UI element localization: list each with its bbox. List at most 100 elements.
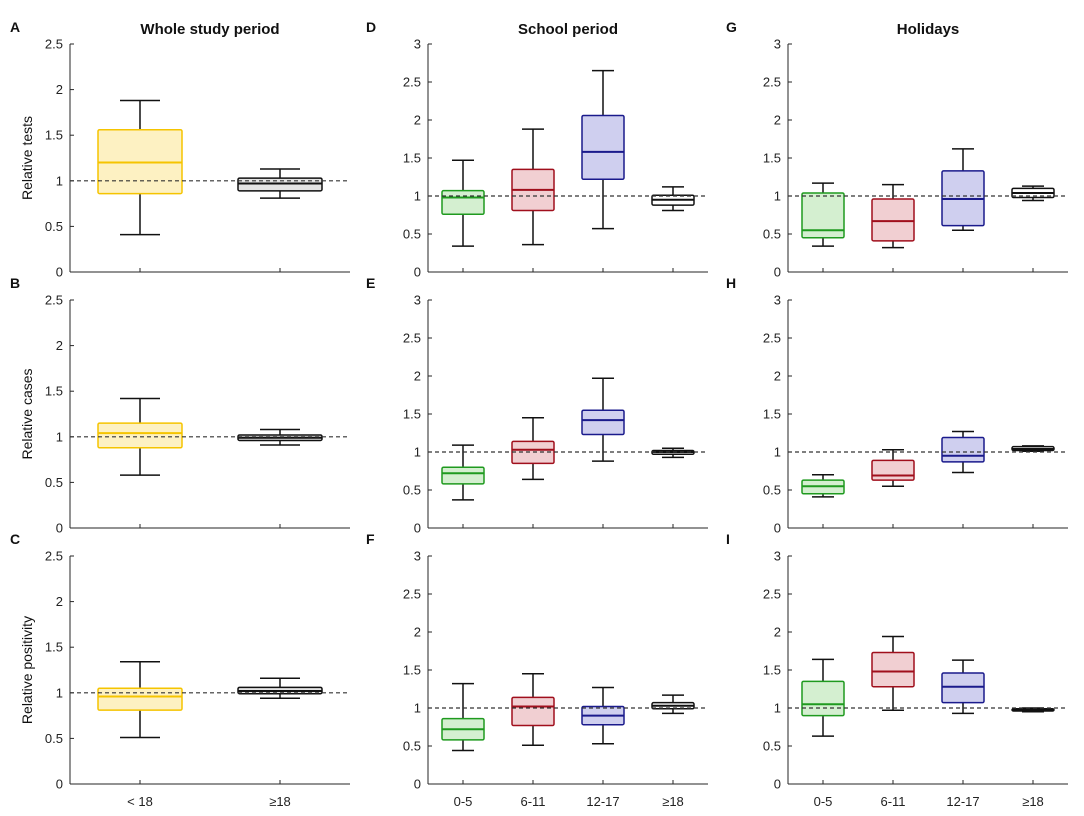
box-6-11	[511, 128, 555, 246]
y-tick-label: 3	[774, 549, 781, 564]
y-tick-label: 1.5	[45, 384, 63, 399]
y-tick-label: 0	[414, 265, 421, 280]
y-tick-label: 2	[414, 369, 421, 384]
y-tick-label: 0.5	[45, 219, 63, 234]
box-18	[1011, 185, 1055, 202]
column-title: School period	[518, 21, 618, 38]
y-tick-label: 2.5	[403, 75, 421, 90]
x-tick-label: 6-11	[520, 794, 545, 809]
panel-g: G Holidays 0 0.5 1 1.5 2 2.5 3	[726, 19, 1068, 280]
y-axis-label: Relative positivity	[19, 616, 35, 724]
box-6-11	[871, 448, 915, 487]
y-tick-label: 2.5	[45, 549, 63, 564]
box-iqr	[871, 198, 915, 242]
y-tick-label: 0.5	[763, 739, 781, 754]
y-tick-label: 2	[414, 625, 421, 640]
box-12-17	[581, 69, 625, 230]
panel-h: H 0 0.5 1 1.5 2 2.5 3	[726, 275, 1068, 536]
box-iqr	[97, 687, 183, 711]
panel-b: B Relative cases 0 0.5 1 1.5 2 2.5	[10, 275, 350, 536]
y-tick-label: 0	[774, 777, 781, 792]
box-0-5	[441, 444, 485, 501]
y-tick-label: 0.5	[763, 483, 781, 498]
y-tick-label: 1	[414, 701, 421, 716]
box-18	[1011, 445, 1055, 452]
panel-f: F 0 0.5 1 1.5 2 2.5 3 0-5 6-11 12-17 ≥18	[366, 531, 708, 809]
box-iqr	[941, 672, 985, 704]
box-6-11	[511, 673, 555, 746]
y-tick-label: 2	[56, 594, 63, 609]
y-tick-label: 2.5	[763, 75, 781, 90]
y-tick-label: 3	[774, 37, 781, 52]
panel-letter: H	[726, 275, 736, 291]
x-tick-label: 0-5	[814, 794, 833, 809]
y-tick-label: 1	[774, 189, 781, 204]
panel-a: A Whole study period Relative tests 0 0.5 1 1.…	[10, 19, 350, 280]
y-tick-label: 3	[414, 37, 421, 52]
y-tick-label: 1.5	[45, 128, 63, 143]
y-tick-label: 3	[774, 293, 781, 308]
y-tick-label: 1.5	[45, 640, 63, 655]
x-tick-label: 0-5	[454, 794, 473, 809]
box-18	[97, 397, 183, 476]
y-tick-label: 1	[414, 445, 421, 460]
y-tick-label: 0	[774, 521, 781, 536]
x-tick-label: 12-17	[946, 794, 979, 809]
panel-d: D School period 0 0.5 1 1.5 2 2.5 3	[366, 19, 708, 280]
y-tick-label: 0	[414, 777, 421, 792]
x-tick-label: ≥18	[1022, 794, 1044, 809]
y-tick-label: 0	[56, 265, 63, 280]
box-12-17	[941, 430, 985, 474]
x-tick-label: < 18	[127, 794, 153, 809]
y-tick-label: 2.5	[763, 587, 781, 602]
y-tick-label: 1	[56, 685, 63, 700]
box-iqr	[581, 114, 625, 181]
box-0-5	[441, 682, 485, 752]
y-tick-label: 0.5	[403, 483, 421, 498]
box-iqr	[511, 696, 555, 727]
y-tick-label: 0.5	[45, 731, 63, 746]
y-tick-label: 0.5	[403, 739, 421, 754]
y-tick-label: 1.5	[763, 663, 781, 678]
panel-c: C Relative positivity 0 0.5 1 1.5 2 2.5 < 18 ≥18	[10, 531, 350, 809]
y-tick-label: 3	[414, 293, 421, 308]
panel-letter: D	[366, 19, 376, 35]
box-12-17	[581, 686, 625, 745]
box-6-11	[871, 635, 915, 712]
box-0-5	[801, 658, 845, 737]
panel-letter: C	[10, 531, 20, 547]
y-tick-label: 1.5	[403, 663, 421, 678]
x-tick-label: ≥18	[269, 794, 291, 809]
panel-i: I 0 0.5 1 1.5 2 2.5 3 0-5 6-11 12-17 ≥18	[726, 531, 1068, 809]
y-axis-label: Relative cases	[19, 368, 35, 459]
box-18	[651, 186, 695, 212]
box-iqr	[871, 459, 915, 481]
y-tick-label: 2	[774, 369, 781, 384]
box-18	[237, 677, 323, 700]
column-title: Holidays	[897, 21, 960, 38]
y-tick-label: 1.5	[403, 151, 421, 166]
box-6-11	[871, 183, 915, 249]
box-iqr	[801, 192, 845, 239]
box-18	[651, 694, 695, 715]
y-tick-label: 1.5	[763, 407, 781, 422]
y-tick-label: 2.5	[403, 587, 421, 602]
y-tick-label: 2	[774, 625, 781, 640]
box-iqr	[871, 651, 915, 688]
box-0-5	[801, 182, 845, 247]
y-axis-label: Relative tests	[19, 116, 35, 200]
y-tick-label: 2	[414, 113, 421, 128]
box-12-17	[941, 659, 985, 715]
y-tick-label: 2.5	[45, 37, 63, 52]
y-tick-label: 1	[774, 445, 781, 460]
y-tick-label: 0	[56, 777, 63, 792]
y-tick-label: 1	[414, 189, 421, 204]
y-tick-label: 0	[414, 521, 421, 536]
panel-letter: I	[726, 531, 730, 547]
column-title: Whole study period	[140, 21, 279, 38]
y-tick-label: 2	[774, 113, 781, 128]
y-tick-label: 3	[414, 549, 421, 564]
panel-e: E 0 0.5 1 1.5 2 2.5 3	[366, 275, 708, 536]
x-tick-label: 12-17	[586, 794, 619, 809]
